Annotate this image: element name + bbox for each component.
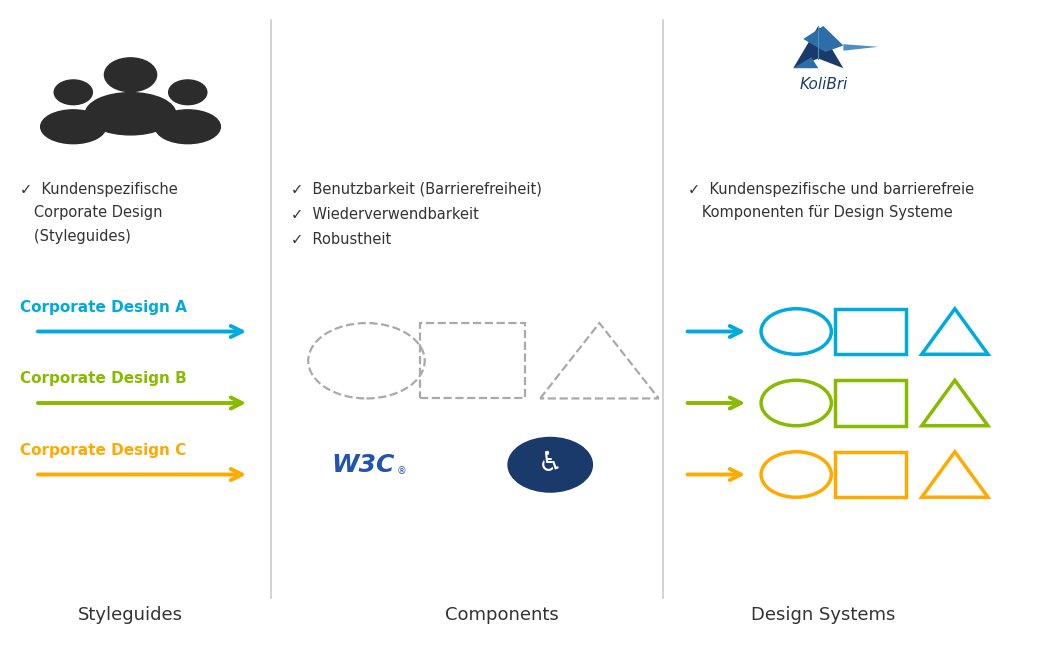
Text: Design Systems: Design Systems	[751, 606, 896, 624]
Text: Corporate Design C: Corporate Design C	[20, 443, 187, 458]
Text: Components: Components	[445, 606, 559, 624]
Text: ✓  Kundenspezifische und barrierefreie
   Komponenten für Design Systeme: ✓ Kundenspezifische und barrierefreie Ko…	[688, 182, 974, 220]
Text: Corporate Design B: Corporate Design B	[20, 371, 187, 386]
Text: ♿: ♿	[538, 449, 563, 478]
Ellipse shape	[40, 110, 106, 144]
Ellipse shape	[85, 92, 175, 135]
Text: W3C: W3C	[332, 453, 395, 476]
Circle shape	[508, 437, 592, 492]
Text: ✓  Kundenspezifische
   Corporate Design
   (Styleguides): ✓ Kundenspezifische Corporate Design (St…	[20, 182, 177, 244]
Polygon shape	[804, 26, 843, 52]
Text: ®: ®	[396, 466, 407, 476]
Text: ✓  Benutzbarkeit (Barrierefreiheit)
✓  Wiederverwendbarkeit
✓  Robustheit: ✓ Benutzbarkeit (Barrierefreiheit) ✓ Wie…	[291, 182, 542, 248]
Bar	[420, 323, 525, 398]
Circle shape	[105, 58, 157, 92]
Bar	[836, 309, 905, 354]
Circle shape	[54, 80, 92, 105]
Bar	[836, 452, 905, 497]
Bar	[836, 380, 905, 426]
Polygon shape	[843, 44, 878, 51]
Text: Styleguides: Styleguides	[78, 606, 183, 624]
Ellipse shape	[156, 110, 221, 144]
Text: KoliBri: KoliBri	[800, 77, 847, 92]
Circle shape	[169, 80, 206, 105]
Polygon shape	[793, 57, 818, 68]
Text: Corporate Design A: Corporate Design A	[20, 300, 187, 315]
Polygon shape	[793, 26, 843, 68]
